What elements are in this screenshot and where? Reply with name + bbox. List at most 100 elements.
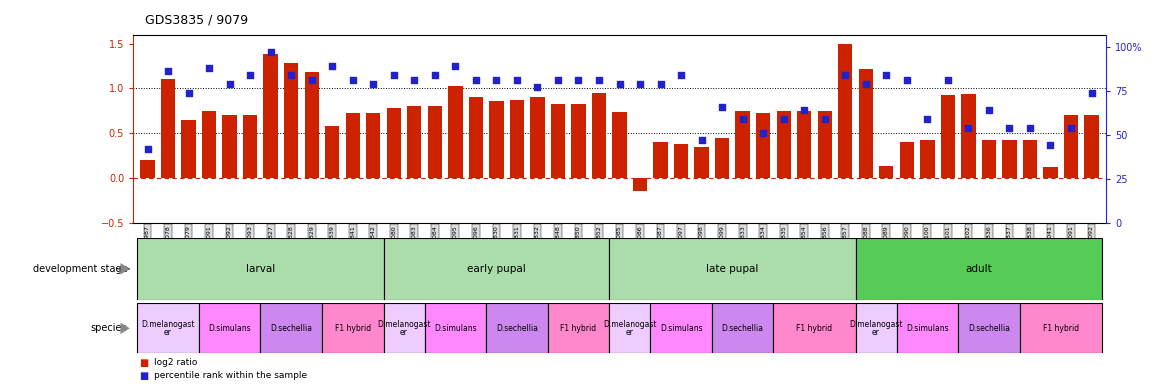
Bar — [1084, 115, 1099, 178]
Point — [549, 77, 567, 83]
Point — [1001, 125, 1019, 131]
Bar — [305, 72, 318, 178]
Text: late pupal: late pupal — [706, 264, 758, 274]
Bar — [387, 108, 401, 178]
Text: ■: ■ — [139, 358, 148, 368]
Text: adult: adult — [966, 264, 992, 274]
Bar — [548, 303, 609, 353]
Point — [857, 81, 875, 87]
Text: F1 hybrid: F1 hybrid — [1042, 324, 1079, 333]
Bar — [1043, 167, 1057, 178]
Point — [467, 77, 485, 83]
Text: D.simulans: D.simulans — [660, 324, 703, 333]
Point — [754, 130, 772, 136]
Bar — [571, 104, 586, 178]
Point — [528, 84, 547, 90]
Text: ■: ■ — [139, 371, 148, 381]
Bar — [469, 97, 483, 178]
Point — [1041, 142, 1060, 149]
Bar — [489, 101, 504, 178]
Text: species: species — [90, 323, 127, 333]
Bar — [609, 238, 856, 300]
Text: D.simulans: D.simulans — [208, 324, 251, 333]
Point — [323, 63, 342, 69]
Bar — [366, 113, 381, 178]
Bar — [735, 111, 750, 178]
Bar — [613, 112, 626, 178]
Bar — [982, 140, 996, 178]
Bar — [182, 120, 196, 178]
Text: D.melanogast
er: D.melanogast er — [378, 320, 431, 337]
Point — [980, 107, 998, 113]
Bar — [383, 238, 609, 300]
Bar — [674, 144, 688, 178]
Point — [405, 77, 424, 83]
Bar — [425, 303, 486, 353]
Point — [610, 81, 629, 87]
Text: larval: larval — [245, 264, 276, 274]
Point — [302, 77, 321, 83]
Bar — [961, 94, 975, 178]
Bar — [651, 303, 712, 353]
Bar — [856, 238, 1101, 300]
Text: D.sechellia: D.sechellia — [721, 324, 763, 333]
Point — [384, 72, 403, 78]
Bar — [858, 69, 873, 178]
Bar — [261, 303, 322, 353]
Bar — [958, 303, 1020, 353]
Text: development stage: development stage — [32, 264, 127, 274]
Text: D.sechellia: D.sechellia — [496, 324, 538, 333]
Bar — [756, 113, 770, 178]
Point — [692, 137, 711, 143]
Bar — [592, 93, 606, 178]
Point — [815, 116, 834, 122]
Bar — [1064, 115, 1078, 178]
Point — [262, 49, 280, 55]
Bar — [408, 106, 422, 178]
Text: percentile rank within the sample: percentile rank within the sample — [154, 371, 307, 380]
Point — [220, 81, 239, 87]
Bar — [609, 303, 651, 353]
Bar — [712, 303, 774, 353]
Bar — [486, 303, 548, 353]
Bar — [653, 142, 668, 178]
Bar — [138, 303, 199, 353]
Point — [507, 77, 526, 83]
Point — [589, 77, 608, 83]
Bar — [818, 111, 831, 178]
Bar — [551, 104, 565, 178]
Point — [631, 81, 650, 87]
Point — [426, 72, 445, 78]
Text: D.melanogast
er: D.melanogast er — [141, 320, 195, 337]
Point — [836, 72, 855, 78]
Point — [939, 77, 958, 83]
Bar — [797, 111, 812, 178]
Point — [570, 77, 588, 83]
Bar — [243, 115, 257, 178]
Bar — [222, 115, 236, 178]
Bar — [345, 113, 360, 178]
Point — [713, 104, 732, 110]
Point — [344, 77, 362, 83]
Text: log2 ratio: log2 ratio — [154, 358, 197, 367]
Bar — [856, 303, 896, 353]
Point — [1020, 125, 1039, 131]
Point — [488, 77, 506, 83]
Bar — [201, 111, 217, 178]
Text: GDS3835 / 9079: GDS3835 / 9079 — [145, 14, 248, 27]
Bar — [1003, 140, 1017, 178]
Bar — [921, 140, 935, 178]
Bar — [161, 79, 175, 178]
Point — [897, 77, 916, 83]
Point — [733, 116, 752, 122]
Bar — [1023, 140, 1038, 178]
Bar — [940, 96, 955, 178]
Point — [281, 72, 300, 78]
Bar — [322, 303, 383, 353]
Bar — [777, 111, 791, 178]
Point — [138, 146, 156, 152]
Bar — [896, 303, 958, 353]
Point — [794, 107, 813, 113]
Text: D.sechellia: D.sechellia — [270, 324, 313, 333]
Point — [877, 72, 895, 78]
